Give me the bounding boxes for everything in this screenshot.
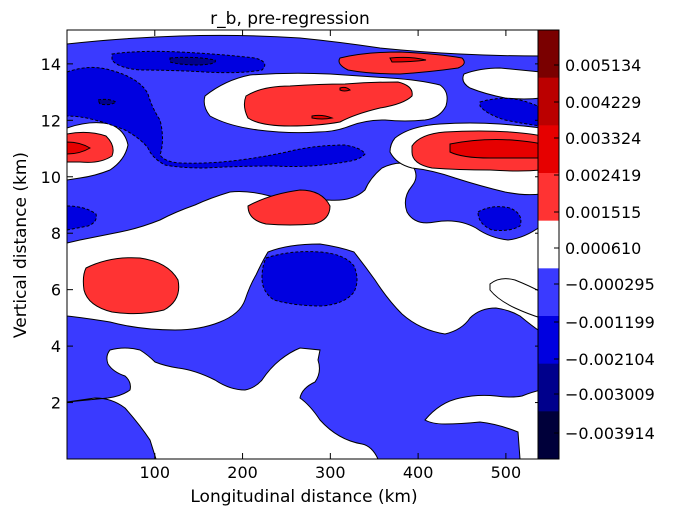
positive-dark-regions xyxy=(67,56,541,159)
colorbar-frame xyxy=(537,29,560,460)
chart-title: r_b, pre-regression xyxy=(210,9,370,29)
dark-region-mid xyxy=(261,251,358,307)
positive-regions xyxy=(67,51,541,315)
colorbar-band xyxy=(538,268,559,317)
dark-region-upper-right xyxy=(479,97,541,127)
positive-region-left-mid xyxy=(82,257,180,315)
colorbar: −0.003914 −0.003009 −0.002104 −0.001199 −0.0… xyxy=(537,29,655,460)
colorbar-band xyxy=(538,125,559,174)
positive-region-upper-center xyxy=(243,81,413,127)
colorbar-tick-label: 0.005134 xyxy=(565,56,641,75)
dark-region-left xyxy=(67,205,97,231)
darkest-region-left xyxy=(97,98,117,106)
neutral-region-right-mid xyxy=(489,278,541,319)
colorbar-tick-label: −0.000295 xyxy=(565,275,655,294)
colorbar-band xyxy=(538,411,559,460)
contour-field xyxy=(67,30,541,459)
y-tick-label: 6 xyxy=(51,281,61,300)
colorbar-tick-label: −0.001199 xyxy=(565,313,655,332)
neutral-region-right-bottom xyxy=(424,389,541,459)
colorbar-band xyxy=(538,30,559,79)
y-tick-label: 12 xyxy=(41,111,61,130)
positive-region-center xyxy=(247,189,331,226)
neutral-region-mid xyxy=(67,162,541,335)
positive-dark-region-right xyxy=(449,139,541,159)
negative-darkest-regions xyxy=(97,56,216,106)
y-tick-label: 8 xyxy=(51,224,61,243)
neutral-region-top-right xyxy=(462,67,541,100)
colorbar-band xyxy=(538,363,559,412)
negative-dark-regions xyxy=(67,50,541,307)
y-tick-label: 10 xyxy=(41,168,61,187)
y-tick-label: 4 xyxy=(51,337,61,356)
dark-region-right xyxy=(477,206,522,231)
positive-dark-region-top xyxy=(389,56,427,63)
colorbar-tick-label: 0.001515 xyxy=(565,203,641,222)
colorbar-tick-label: 0.003324 xyxy=(565,129,641,148)
colorbar-band xyxy=(538,316,559,365)
x-tick-label: 400 xyxy=(403,463,434,482)
y-axis: 2 4 6 8 10 12 14 xyxy=(41,55,541,413)
dark-region-upper-left-large xyxy=(67,66,366,169)
positive-dark-region-left xyxy=(67,141,91,155)
colorbar-tick-label: 0.002419 xyxy=(565,166,641,185)
x-tick-label: 300 xyxy=(315,463,346,482)
colorbar-tick-label: 0.004229 xyxy=(565,93,641,112)
x-tick-label: 500 xyxy=(491,463,522,482)
positive-dark-region-small xyxy=(339,86,351,92)
y-axis-label: Vertical distance (km) xyxy=(11,152,31,338)
neutral-region-bottom xyxy=(67,347,379,459)
colorbar-band xyxy=(538,173,559,222)
neutral-region-top xyxy=(67,30,541,57)
x-axis-label: Longitudinal distance (km) xyxy=(190,487,417,507)
colorbar-tick-label: −0.003914 xyxy=(565,424,655,443)
colorbar-band xyxy=(538,77,559,126)
x-tick-label: 200 xyxy=(227,463,258,482)
x-tick-label: 100 xyxy=(140,463,171,482)
colorbar-band xyxy=(538,220,559,269)
darkest-region-top xyxy=(169,56,216,66)
colorbar-tick-label: −0.003009 xyxy=(565,385,655,404)
colorbar-tick-label: −0.002104 xyxy=(565,350,655,369)
colorbar-tick-label: 0.000610 xyxy=(565,239,641,258)
positive-dark-region-center xyxy=(311,114,334,120)
y-tick-label: 2 xyxy=(51,394,61,413)
y-tick-label: 14 xyxy=(41,55,61,74)
positive-region-top xyxy=(338,51,465,75)
x-axis: 100 200 300 400 500 xyxy=(140,30,522,482)
positive-region-left xyxy=(67,131,114,163)
